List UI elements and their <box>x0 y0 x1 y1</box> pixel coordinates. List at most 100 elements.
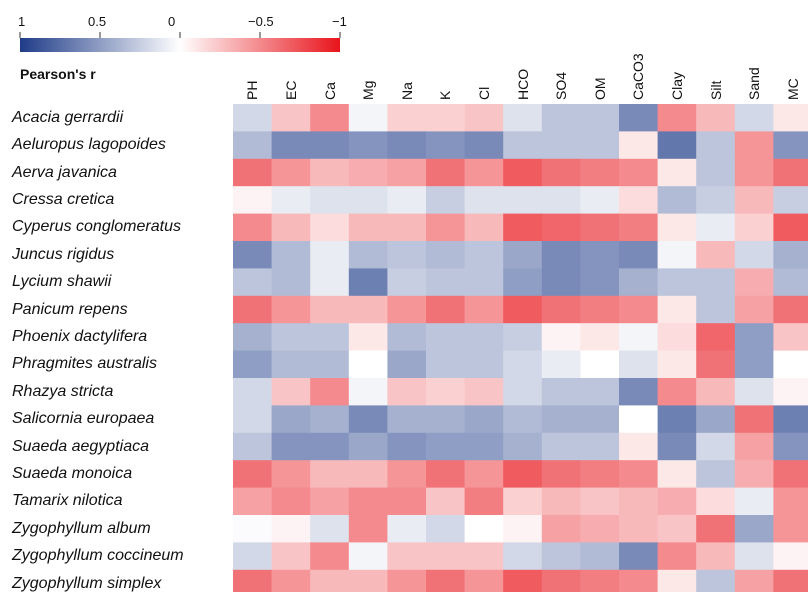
heatmap-cell <box>310 432 350 461</box>
heatmap-cell <box>503 487 543 516</box>
heatmap-cell <box>426 241 466 269</box>
heatmap-cell <box>348 542 388 571</box>
heatmap-cell <box>348 241 388 269</box>
heatmap-cell <box>773 241 808 269</box>
row-label: Cyperus conglomeratus <box>12 218 181 236</box>
row-label: Suaeda aegyptiaca <box>12 437 149 455</box>
column-label: PH <box>244 80 261 100</box>
heatmap-cell <box>233 158 273 187</box>
heatmap-cell <box>773 405 808 434</box>
heatmap-cell <box>734 295 774 324</box>
heatmap-cell <box>464 405 504 434</box>
heatmap-cell <box>348 213 388 242</box>
heatmap-cell <box>387 405 427 434</box>
heatmap-cell <box>233 104 273 132</box>
heatmap-cell <box>773 432 808 461</box>
heatmap-cell <box>233 323 273 352</box>
heatmap-cell <box>310 405 350 434</box>
heatmap-cell <box>426 569 466 592</box>
heatmap-cell <box>657 350 697 379</box>
heatmap-cell <box>580 213 620 242</box>
heatmap-cell <box>426 350 466 379</box>
heatmap-cell <box>734 323 774 352</box>
column-label: OM <box>591 77 608 100</box>
heatmap-cell <box>657 158 697 187</box>
column-label: Mg <box>360 80 377 100</box>
heatmap-cell <box>464 268 504 297</box>
heatmap-cell <box>657 104 697 132</box>
heatmap-cell <box>541 323 581 352</box>
heatmap-cell <box>271 323 311 352</box>
row-label: Acacia gerrardii <box>12 108 124 126</box>
column-label: Ca <box>321 82 338 100</box>
row-label: Zygophyllum simplex <box>12 574 162 592</box>
heatmap-cell <box>348 487 388 516</box>
column-label: HCO <box>514 68 531 100</box>
heatmap-cell <box>657 186 697 215</box>
heatmap-cell <box>233 213 273 242</box>
heatmap-cell <box>734 186 774 215</box>
heatmap-cell <box>464 323 504 352</box>
heatmap-cell <box>426 515 466 543</box>
column-label: Clay <box>668 71 685 100</box>
heatmap-cell <box>503 569 543 592</box>
column-label: Sand <box>746 67 763 100</box>
heatmap-cell <box>503 350 543 379</box>
heatmap-cell <box>734 569 774 592</box>
heatmap-cell <box>310 268 350 297</box>
colorbar-tick-label: −1 <box>332 14 347 29</box>
heatmap-cell <box>503 268 543 297</box>
colorbar-tick-label: 1 <box>18 14 26 29</box>
heatmap-cell <box>233 432 273 461</box>
heatmap-cell <box>464 186 504 215</box>
heatmap-cell <box>580 131 620 160</box>
heatmap-cell <box>657 323 697 352</box>
heatmap-cell <box>619 213 659 242</box>
heatmap-cell <box>734 378 774 406</box>
heatmap-cell <box>619 186 659 215</box>
heatmap-cell <box>541 158 581 187</box>
heatmap-cell <box>426 186 466 215</box>
heatmap-cell <box>310 213 350 242</box>
heatmap-cell <box>387 542 427 571</box>
heatmap-cell <box>696 295 736 324</box>
heatmap-cell <box>619 158 659 187</box>
heatmap-cell <box>696 405 736 434</box>
heatmap-cell <box>773 295 808 324</box>
heatmap-cell <box>271 295 311 324</box>
colorbar-tick-label: 0.5 <box>88 14 107 29</box>
row-label: Salicornia europaea <box>12 410 155 428</box>
heatmap-cell <box>773 213 808 242</box>
heatmap-cell <box>310 295 350 324</box>
heatmap-cell <box>271 515 311 543</box>
heatmap-cell <box>464 241 504 269</box>
heatmap-cell <box>271 268 311 297</box>
heatmap-cell <box>734 487 774 516</box>
heatmap-cell <box>696 131 736 160</box>
heatmap-cell <box>773 515 808 543</box>
heatmap-cell <box>503 378 543 406</box>
heatmap-cell <box>696 268 736 297</box>
heatmap-cell <box>387 569 427 592</box>
heatmap-cell <box>657 487 697 516</box>
row-label: Aerva javanica <box>12 163 117 181</box>
heatmap-cell <box>696 378 736 406</box>
heatmap-cell <box>426 323 466 352</box>
heatmap-cell <box>541 104 581 132</box>
colorbar-bar <box>20 38 340 52</box>
heatmap-cell <box>580 460 620 489</box>
heatmap-cell <box>619 131 659 160</box>
heatmap-cell <box>426 213 466 242</box>
column-label: CaCO3 <box>630 53 647 100</box>
heatmap-cell <box>541 515 581 543</box>
heatmap-cell <box>503 104 543 132</box>
heatmap-cell <box>541 131 581 160</box>
heatmap-cell <box>310 378 350 406</box>
heatmap-cell <box>348 569 388 592</box>
column-label: Cl <box>475 86 492 100</box>
heatmap-cell <box>387 515 427 543</box>
heatmap-cell <box>464 378 504 406</box>
heatmap-cell <box>387 432 427 461</box>
heatmap-cell <box>503 213 543 242</box>
heatmap-cell <box>580 569 620 592</box>
